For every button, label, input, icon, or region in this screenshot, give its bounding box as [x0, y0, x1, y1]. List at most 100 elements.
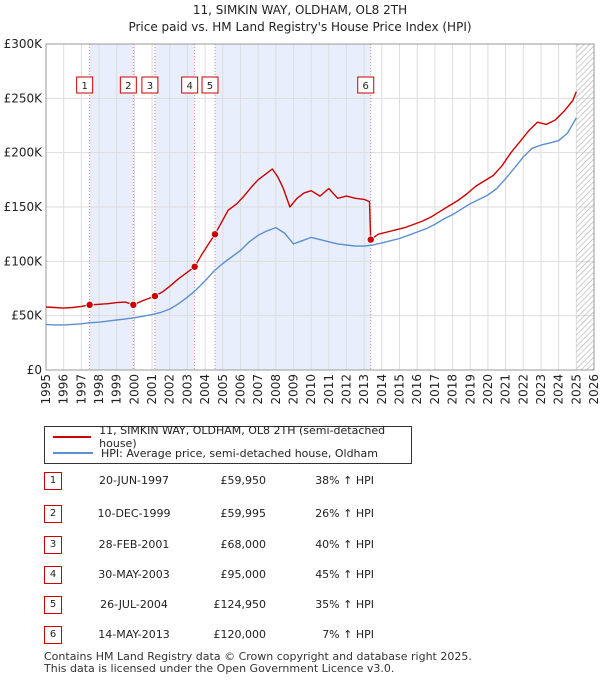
hpi-line: [45, 117, 577, 326]
sale-price: £59,995: [220, 507, 267, 520]
sale-hpi-diff: 35% ↑ HPI: [315, 598, 374, 611]
table-row: 1 20-JUN-1997 £59,950 38% ↑ HPI: [44, 472, 444, 490]
sale-marker: [150, 292, 159, 301]
x-tick-label: 2012: [340, 374, 354, 405]
x-tick-label: 1998: [92, 374, 106, 405]
x-tick-label: 2022: [516, 374, 530, 405]
sale-label-box: [141, 76, 159, 94]
sale-label-text: 6: [363, 81, 369, 92]
legend-swatch-property: [53, 436, 92, 438]
sale-label: 4: [181, 76, 199, 94]
sale-label-text: 5: [207, 81, 213, 92]
sale-hpi-diff: 38% ↑ HPI: [315, 474, 374, 487]
sale-hpi-diff: 26% ↑ HPI: [315, 507, 374, 520]
sale-hpi-diff: 45% ↑ HPI: [315, 568, 374, 581]
sale-number-badge: 4: [44, 566, 62, 584]
x-tick-label: 2011: [322, 374, 336, 405]
sale-number-badge: 5: [44, 596, 62, 614]
sale-date: 26-JUL-2004: [100, 598, 168, 611]
sale-label-text: 1: [81, 81, 87, 92]
legend-label-property: 11, SIMKIN WAY, OLDHAM, OL8 2TH (semi-de…: [99, 424, 386, 450]
sale-label-text: 2: [125, 81, 131, 92]
sale-label-box: [181, 76, 199, 94]
y-tick-label: £50K: [11, 309, 43, 323]
sale-hpi-diff: 40% ↑ HPI: [315, 538, 374, 551]
sale-date: 28-FEB-2001: [98, 538, 170, 551]
sale-label-text: 4: [186, 81, 192, 92]
sale-label: 2: [119, 76, 137, 94]
x-tick-label: 2016: [410, 374, 424, 405]
sale-label: 6: [357, 76, 375, 94]
sale-label: 1: [76, 76, 94, 94]
sale-marker: [129, 300, 138, 309]
sale-hpi-diff: 7% ↑ HPI: [322, 628, 374, 641]
sale-date: 10-DEC-1999: [97, 507, 171, 520]
x-tick-label: 2009: [286, 374, 300, 405]
x-tick-label: 2008: [269, 374, 283, 405]
y-tick-label: £100K: [4, 254, 44, 268]
legend-label-hpi: HPI: Average price, semi-detached house,…: [101, 446, 378, 460]
x-tick-label: 2002: [163, 374, 177, 405]
sale-number-badge: 6: [44, 626, 62, 644]
y-tick-label: £150K: [4, 200, 44, 214]
x-tick-label: 2023: [534, 374, 548, 405]
sale-date: 30-MAY-2003: [98, 568, 170, 581]
x-tick-label: 2000: [127, 374, 141, 405]
x-tick-label: 2024: [552, 374, 566, 405]
chart-title: 11, SIMKIN WAY, OLDHAM, OL8 2TH: [193, 3, 407, 17]
property-price-line: [45, 91, 577, 309]
footer-licence: This data is licensed under the Open Gov…: [44, 662, 395, 675]
sale-price: £124,950: [213, 598, 267, 611]
x-tick-label: 2025: [569, 374, 583, 405]
footer: Contains HM Land Registry data © Crown c…: [44, 651, 472, 675]
table-row: 4 30-MAY-2003 £95,000 45% ↑ HPI: [44, 566, 444, 584]
y-tick-label: £300K: [4, 37, 44, 51]
table-row: 6 14-MAY-2013 £120,000 7% ↑ HPI: [44, 626, 444, 644]
y-tick-label: £200K: [4, 146, 44, 160]
table-row: 5 26-JUL-2004 £124,950 35% ↑ HPI: [44, 596, 444, 614]
x-tick-label: 2026: [587, 374, 600, 405]
x-tick-label: 2010: [304, 374, 318, 405]
forecast-area: [576, 44, 594, 370]
x-tick-label: 2013: [357, 374, 371, 405]
table-row: 2 10-DEC-1999 £59,995 26% ↑ HPI: [44, 505, 444, 523]
y-tick-label: £250K: [4, 91, 44, 105]
sale-date: 20-JUN-1997: [98, 474, 170, 487]
x-tick-label: 2001: [145, 374, 159, 405]
sale-label: 5: [201, 76, 219, 94]
chart-subtitle: Price paid vs. HM Land Registry's House …: [128, 20, 471, 34]
table-row: 3 28-FEB-2001 £68,000 40% ↑ HPI: [44, 536, 444, 554]
x-tick-label: 2020: [481, 374, 495, 405]
sale-price: £59,950: [220, 474, 267, 487]
x-tick-label: 2007: [251, 374, 265, 405]
sale-marker: [210, 230, 219, 239]
sale-price: £68,000: [220, 538, 267, 551]
x-tick-label: 2004: [198, 374, 212, 405]
x-tick-label: 2005: [216, 374, 230, 405]
sale-marker: [190, 262, 199, 271]
x-tick-label: 1997: [74, 374, 88, 405]
price-chart: 11, SIMKIN WAY, OLDHAM, OL8 2TH Price pa…: [4, 3, 600, 405]
sale-number-badge: 2: [44, 505, 62, 523]
sale-label-box: [201, 76, 219, 94]
sale-label: 3: [141, 76, 159, 94]
x-tick-label: 1996: [57, 374, 71, 405]
x-tick-label: 2019: [463, 374, 477, 405]
x-tick-label: 2014: [375, 374, 389, 405]
x-tick-label: 1999: [110, 374, 124, 405]
x-tick-label: 2003: [180, 374, 194, 405]
y-tick-label: £0: [27, 363, 42, 377]
sale-date: 14-MAY-2013: [98, 628, 170, 641]
sale-label-box: [119, 76, 137, 94]
sale-price: £95,000: [220, 568, 267, 581]
legend-item-property: 11, SIMKIN WAY, OLDHAM, OL8 2TH (semi-de…: [53, 424, 411, 450]
plot-frame: [45, 43, 595, 371]
x-tick-label: 1995: [39, 374, 53, 405]
sale-number-badge: 3: [44, 536, 62, 554]
legend-swatch-hpi: [53, 452, 93, 454]
sale-label-box: [357, 76, 375, 94]
sale-label-text: 3: [147, 81, 153, 92]
footer-copyright: Contains HM Land Registry data © Crown c…: [44, 650, 472, 663]
legend-item-hpi: HPI: Average price, semi-detached house,…: [53, 445, 378, 461]
sale-marker: [85, 300, 94, 309]
